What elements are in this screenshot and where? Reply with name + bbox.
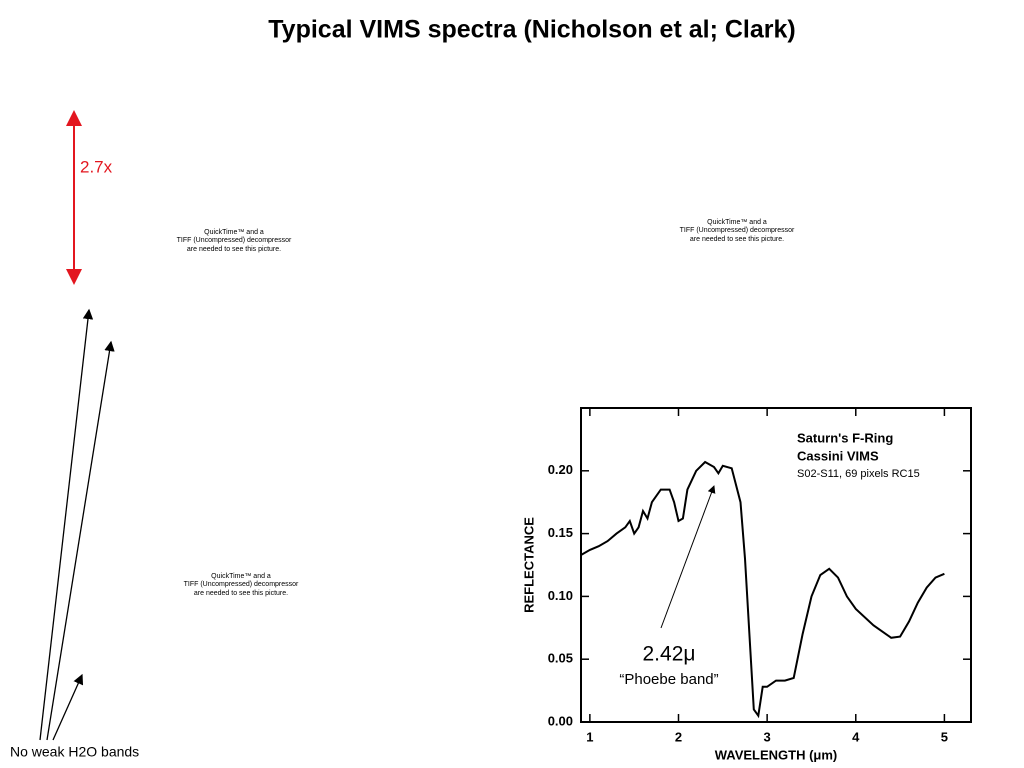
- placeholder-line: TIFF (Uncompressed) decompressor: [177, 237, 292, 244]
- pointer-arrow: [46, 340, 115, 741]
- placeholder: QuickTime™ and a TIFF (Uncompressed) dec…: [177, 229, 292, 253]
- placeholder-line: are needed to see this picture.: [194, 590, 288, 597]
- feature-arrow: [660, 485, 716, 629]
- placeholder-line: TIFF (Uncompressed) decompressor: [184, 581, 299, 588]
- y-tick-label: 0.15: [548, 525, 573, 540]
- scale-note: 2.7x: [80, 157, 113, 176]
- pointer-arrow: [39, 308, 94, 741]
- placeholder-line: are needed to see this picture.: [690, 236, 784, 243]
- placeholder-line: TIFF (Uncompressed) decompressor: [680, 227, 795, 234]
- x-tick-label: 2: [675, 729, 682, 744]
- y-tick-label: 0.20: [548, 462, 573, 477]
- y-tick-label: 0.05: [548, 651, 573, 666]
- plot-frame: [580, 407, 972, 723]
- x-tick-label: 5: [941, 729, 948, 744]
- placeholder-line: QuickTime™ and a: [707, 219, 767, 226]
- pointer-arrow: [52, 673, 84, 741]
- caption: No weak H2O bands: [10, 744, 139, 760]
- annotation: Saturn's F-Ring: [797, 430, 893, 445]
- spectrum-line: [580, 460, 945, 719]
- feature-name: “Phoebe band”: [619, 671, 718, 688]
- feature-label: 2.42μ: [643, 643, 696, 666]
- y-tick-label: 0.00: [548, 713, 573, 728]
- pointer-arrows: [39, 308, 115, 741]
- slide-title: Typical VIMS spectra (Nicholson et al; C…: [268, 16, 795, 44]
- annotation: Cassini VIMS: [797, 448, 879, 463]
- y-tick-label: 0.10: [548, 588, 573, 603]
- placeholder: QuickTime™ and a TIFF (Uncompressed) dec…: [184, 573, 299, 597]
- x-axis-label: WAVELENGTH (μm): [715, 747, 838, 762]
- placeholder: QuickTime™ and a TIFF (Uncompressed) dec…: [680, 219, 795, 243]
- y-axis-label: REFLECTANCE: [521, 517, 536, 613]
- placeholder-line: QuickTime™ and a: [211, 573, 271, 580]
- placeholder-line: QuickTime™ and a: [204, 229, 264, 236]
- x-tick-label: 3: [764, 729, 771, 744]
- x-tick-label: 1: [586, 729, 593, 744]
- annotation: S02-S11, 69 pixels RC15: [797, 468, 920, 480]
- placeholder-line: are needed to see this picture.: [187, 246, 281, 253]
- x-tick-label: 4: [852, 729, 860, 744]
